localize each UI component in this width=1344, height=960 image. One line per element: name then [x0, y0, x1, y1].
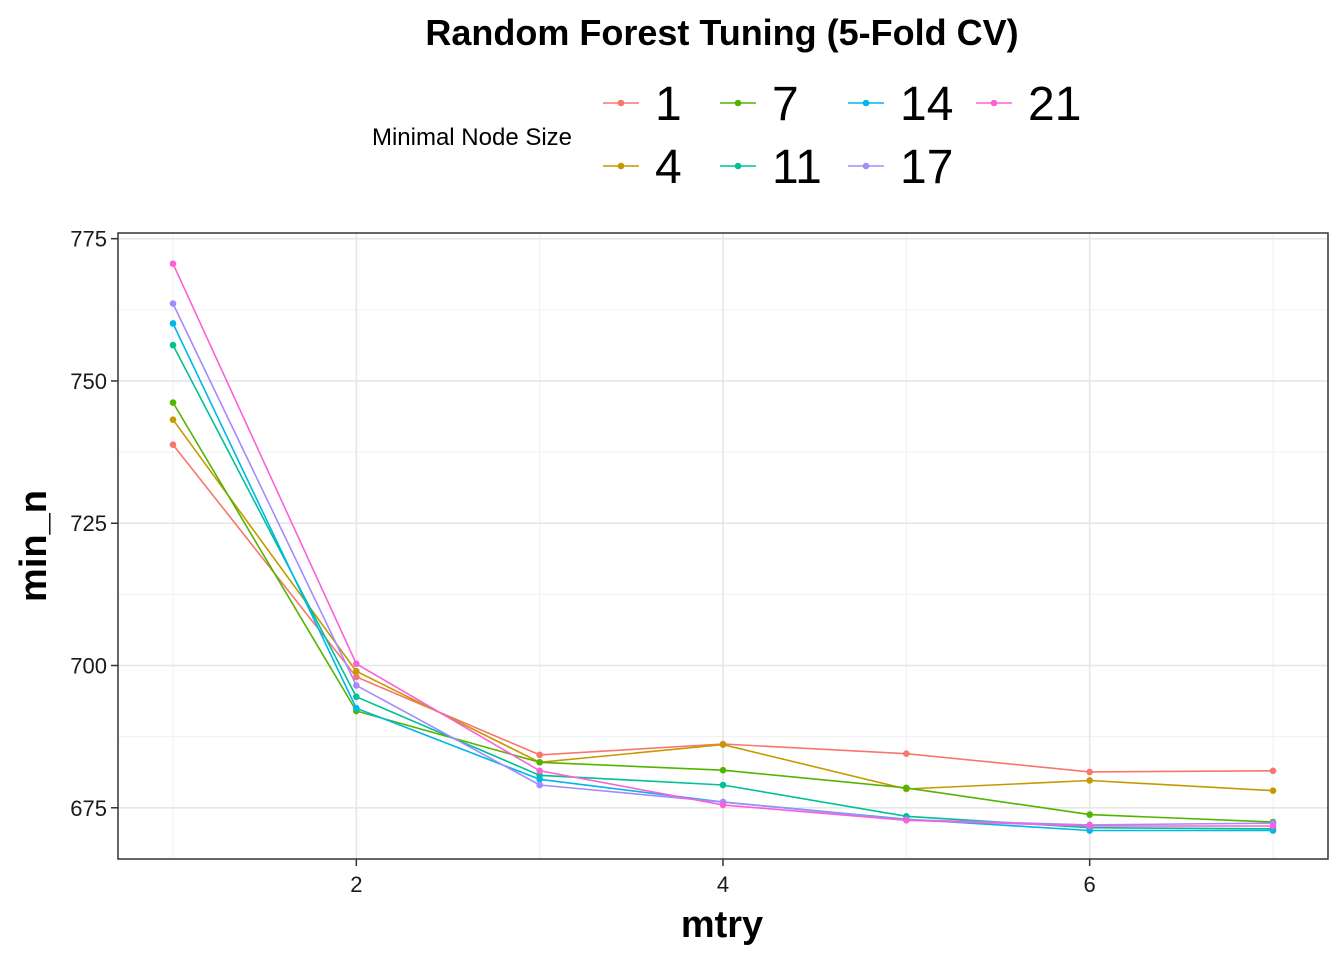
- data-point-7-mtry-5: [903, 784, 910, 792]
- legend-key-point: [734, 162, 742, 170]
- data-point-11-mtry-1: [169, 341, 177, 349]
- series-points: [169, 260, 1277, 834]
- data-point-21-mtry-3: [536, 767, 543, 775]
- data-point-1-mtry-3: [536, 751, 543, 759]
- data-point-1-mtry-2: [353, 673, 360, 681]
- legend-key-point: [734, 99, 742, 107]
- data-point-4-mtry-2: [353, 667, 360, 675]
- data-point-14-mtry-7: [1269, 827, 1277, 834]
- x-tick-label: 2: [350, 872, 362, 897]
- legend-item-4: 4: [603, 141, 682, 194]
- y-tick-label: 750: [70, 369, 107, 394]
- grid: [118, 233, 1328, 859]
- data-point-21-mtry-2: [353, 660, 360, 668]
- legend-key-point: [990, 99, 998, 107]
- data-point-4-mtry-4: [719, 741, 727, 748]
- data-point-7-mtry-6: [1086, 811, 1093, 818]
- data-point-4-mtry-7: [1269, 787, 1277, 795]
- y-tick-label: 675: [70, 796, 107, 821]
- data-point-21-mtry-7: [1269, 822, 1277, 830]
- data-point-1-mtry-5: [903, 750, 910, 758]
- legend-key-point: [862, 99, 870, 107]
- data-point-1-mtry-7: [1269, 767, 1277, 775]
- data-point-14-mtry-6: [1086, 827, 1093, 834]
- legend-label: 7: [772, 78, 799, 131]
- legend-item-1: 1: [603, 78, 682, 131]
- chart-title: Random Forest Tuning (5-Fold CV): [425, 12, 1018, 53]
- data-point-14-mtry-1: [169, 320, 177, 327]
- x-axis-ticks: 2 4 6: [350, 859, 1096, 897]
- data-point-1-mtry-6: [1086, 768, 1093, 776]
- data-point-7-mtry-4: [719, 766, 727, 774]
- data-point-17-mtry-3: [536, 781, 543, 789]
- data-point-1-mtry-1: [169, 441, 177, 449]
- x-axis-title: mtry: [681, 904, 763, 946]
- data-point-21-mtry-5: [903, 817, 910, 824]
- x-tick-label: 6: [1084, 872, 1096, 897]
- data-point-11-mtry-4: [719, 781, 727, 789]
- x-tick-label: 4: [717, 872, 729, 897]
- legend-label: 14: [900, 78, 953, 131]
- legend-title: Minimal Node Size: [372, 124, 572, 151]
- data-point-4-mtry-6: [1086, 777, 1093, 784]
- data-point-17-mtry-2: [353, 682, 360, 689]
- legend-label: 1: [655, 78, 682, 131]
- legend-item-7: 7: [720, 78, 799, 131]
- legend-key-point: [617, 99, 625, 107]
- legend-key-point: [617, 162, 625, 170]
- data-point-14-mtry-2: [353, 704, 360, 712]
- data-point-21-mtry-4: [719, 801, 727, 809]
- legend-label: 11: [772, 141, 822, 194]
- data-point-14-mtry-3: [536, 776, 543, 783]
- legend-item-14: 14: [848, 78, 953, 131]
- legend-item-17: 17: [848, 141, 953, 194]
- legend-item-11: 11: [720, 141, 822, 194]
- data-point-21-mtry-1: [169, 260, 177, 268]
- y-axis-title: min_n: [13, 490, 55, 602]
- legend-label: 21: [1028, 78, 1081, 131]
- data-point-7-mtry-1: [169, 399, 177, 406]
- legend-item-21: 21: [976, 78, 1081, 131]
- y-axis-ticks: 675 700 725 750 775: [70, 227, 118, 821]
- legend-key-point: [862, 162, 870, 170]
- y-tick-label: 700: [70, 654, 107, 679]
- data-point-4-mtry-1: [169, 416, 177, 423]
- legend-label: 17: [900, 141, 953, 194]
- y-tick-label: 775: [70, 227, 107, 252]
- data-point-7-mtry-3: [536, 758, 543, 766]
- data-point-17-mtry-1: [169, 300, 177, 307]
- legend-label: 4: [655, 141, 682, 194]
- data-point-21-mtry-6: [1086, 822, 1093, 830]
- y-tick-label: 725: [70, 511, 107, 536]
- data-point-11-mtry-2: [353, 693, 360, 701]
